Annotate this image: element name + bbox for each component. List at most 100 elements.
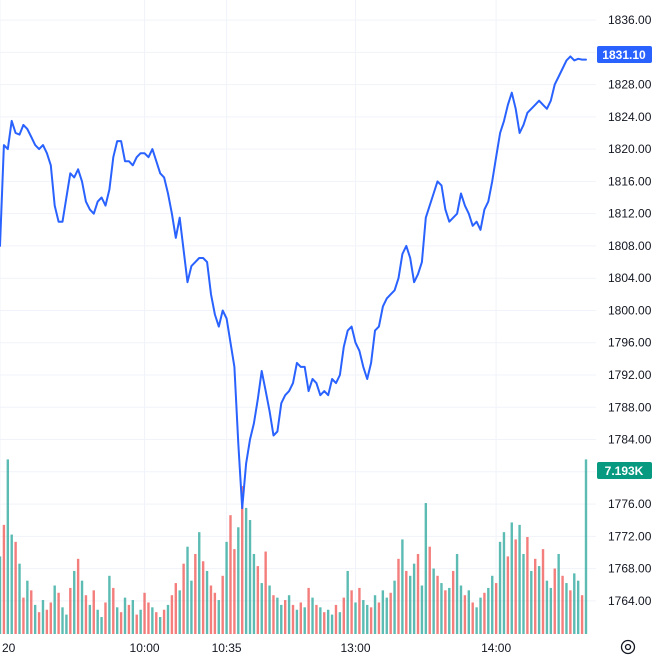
volume-bar — [57, 592, 60, 634]
settings-gear-icon[interactable] — [618, 637, 638, 657]
volume-bar — [455, 553, 459, 634]
price-tick-label: 1804.00 — [608, 271, 652, 285]
volume-bar — [530, 570, 533, 634]
volume-bar — [506, 556, 510, 634]
price-tick-label: 1816.00 — [608, 174, 652, 188]
volume-bar — [471, 602, 474, 634]
volume-bar — [205, 570, 209, 634]
volume-bar — [534, 558, 537, 634]
volume-bar — [256, 566, 260, 634]
volume-bar — [545, 580, 549, 634]
volume-bar — [170, 595, 174, 634]
volume-bar — [291, 604, 295, 634]
volume-bar — [26, 580, 29, 634]
volume-bar — [190, 580, 193, 634]
volume-bar — [143, 592, 146, 634]
volume-bar — [116, 607, 119, 634]
volume-bar — [483, 592, 486, 634]
volume-bar — [448, 587, 451, 634]
price-line-layer — [0, 55, 587, 510]
price-series-line — [0, 55, 587, 510]
volume-bar — [174, 583, 177, 634]
volume-bar — [217, 600, 220, 634]
volume-bar — [487, 587, 490, 634]
volume-bar — [260, 583, 263, 634]
volume-bar — [41, 600, 45, 634]
volume-bar — [80, 580, 84, 634]
volume-bar — [420, 585, 424, 634]
volume-bar — [84, 595, 88, 634]
time-axis[interactable]: 20 10:00 10:35 13:00 14:00 — [2, 641, 511, 655]
volume-bar — [479, 597, 482, 634]
volume-bar — [22, 597, 25, 634]
volume-bar — [565, 583, 568, 634]
volume-bar — [518, 524, 521, 634]
volume-bar — [397, 558, 400, 634]
volume-bar — [237, 527, 240, 634]
price-tick-label: 1828.00 — [608, 78, 652, 92]
price-tick-label: 1772.00 — [608, 529, 652, 543]
volume-bar — [88, 604, 92, 634]
volume-bar — [366, 604, 369, 634]
volume-bar — [158, 617, 162, 634]
volume-bar — [30, 590, 33, 634]
volume-bar — [139, 609, 142, 634]
volume-bar — [428, 546, 431, 634]
volume-bar — [440, 583, 443, 634]
volume-bar — [182, 563, 185, 634]
volume-bar — [65, 614, 68, 634]
volume-bar — [287, 595, 291, 634]
price-tick-label: 1824.00 — [608, 110, 652, 124]
price-tick-label: 1784.00 — [608, 433, 652, 447]
price-axis[interactable]: 1836.001832.001828.001824.001820.001816.… — [608, 13, 652, 608]
volume-bar — [112, 587, 115, 634]
volume-bar — [573, 573, 576, 634]
volume-bar — [45, 609, 49, 634]
volume-bar — [272, 595, 275, 634]
volume-bar — [467, 590, 470, 634]
volume-bar — [69, 587, 72, 634]
volume-bar — [33, 604, 37, 634]
volume-bar — [330, 614, 334, 634]
volume-bar — [502, 532, 506, 634]
volume-bar — [498, 541, 502, 634]
volume-bar — [295, 609, 299, 634]
time-tick-label: 13:00 — [340, 641, 370, 655]
volume-bar — [561, 575, 564, 634]
volume-bar — [569, 590, 572, 634]
volume-bar — [2, 524, 6, 634]
last-volume-label: 7.193K — [605, 464, 644, 478]
volume-bar — [459, 585, 463, 634]
volume-bar — [338, 612, 342, 634]
price-tick-label: 1796.00 — [608, 336, 652, 350]
price-tick-label: 1820.00 — [608, 142, 652, 156]
volume-bar — [209, 585, 213, 634]
volume-bar — [10, 534, 13, 634]
volume-bar — [0, 556, 2, 634]
volume-bar — [268, 585, 271, 634]
volume-bar — [350, 590, 353, 634]
volume-bar — [326, 609, 330, 634]
volume-bar — [73, 570, 76, 634]
volume-bar — [377, 602, 381, 634]
volume-bar — [100, 617, 103, 634]
volume-bar — [49, 602, 52, 634]
volume-bar — [319, 607, 322, 634]
volume-bar — [526, 537, 529, 634]
volume-bar — [412, 563, 416, 634]
price-tick-label: 1792.00 — [608, 368, 652, 382]
volume-bar — [14, 541, 17, 634]
volume-bar — [229, 515, 232, 634]
volume-bar — [186, 546, 189, 634]
volume-bar — [373, 595, 377, 634]
volume-bar — [342, 597, 345, 634]
volume-bar — [248, 520, 252, 634]
volume-bar — [194, 553, 197, 634]
volume-bar — [76, 558, 80, 634]
volume-bar — [178, 590, 181, 634]
volume-bar — [389, 592, 392, 634]
volume-bar — [409, 575, 412, 634]
volume-bars — [0, 459, 588, 634]
